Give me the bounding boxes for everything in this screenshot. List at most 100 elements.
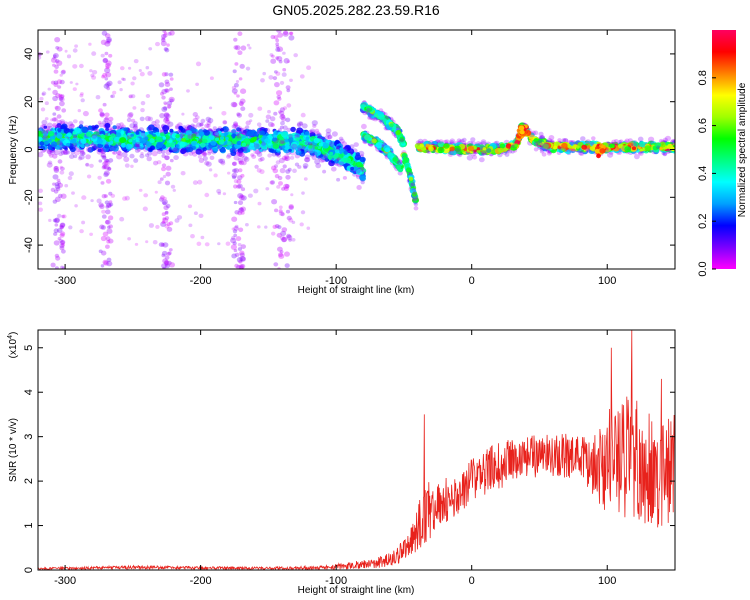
spectrogram-cell — [236, 112, 241, 117]
spectrogram-cell — [102, 102, 107, 107]
spectrogram-cell — [297, 147, 303, 152]
spectrogram-cell — [238, 77, 243, 81]
spectrogram-cell — [59, 170, 65, 175]
spectrogram-cell — [281, 145, 286, 149]
spectrogram-cell — [329, 151, 334, 156]
spectrogram-cell — [222, 192, 227, 196]
spectrogram-cell — [200, 235, 205, 240]
spectrogram-cell — [209, 155, 215, 160]
spectrogram-cell — [148, 47, 153, 51]
spectrogram-cell — [107, 225, 111, 229]
spectrogram-cell — [225, 145, 230, 150]
spectrogram-cell — [100, 225, 106, 230]
spectrogram-cell — [267, 109, 271, 114]
spectrogram-cell — [163, 112, 170, 119]
spectrogram-cell — [127, 113, 133, 119]
spectrogram-cell — [53, 189, 59, 194]
spectrogram-cell — [102, 155, 107, 159]
spectrogram-cell — [231, 175, 237, 180]
spectrogram-cell — [208, 168, 213, 172]
spectrogram-cell — [80, 98, 85, 103]
spectrogram-cell — [80, 92, 84, 96]
spectrogram-cell — [232, 161, 237, 166]
spectrogram-cell — [48, 130, 55, 137]
spectrogram-cell — [284, 155, 291, 162]
spectrogram-cell — [278, 60, 283, 64]
spectrogram-cell — [101, 74, 105, 79]
spectrogram-cell — [359, 167, 365, 172]
spectrogram-cell — [271, 54, 275, 58]
spectrogram-cell — [140, 151, 144, 155]
spectrogram-cell — [48, 152, 52, 156]
spectrogram-cell — [295, 137, 300, 142]
spectrogram-cell — [44, 117, 49, 121]
spectrogram-cell — [283, 106, 287, 110]
spectrogram-cell — [54, 184, 61, 190]
spectrogram-cell — [220, 147, 226, 153]
spectrogram-cell — [240, 88, 247, 94]
spectrogram-cell — [206, 120, 212, 126]
spectrogram-cell — [140, 101, 146, 106]
spectrogram-cell — [315, 163, 322, 169]
spectrogram-cell — [265, 119, 270, 123]
spectrogram-cell — [237, 247, 242, 251]
spectrogram-cell — [104, 67, 111, 74]
spectrogram-cell — [132, 125, 138, 131]
spectrogram-cell — [138, 188, 143, 192]
spectrogram-cell — [256, 168, 262, 173]
spectrogram-cell — [280, 212, 285, 217]
spectrogram-cell — [128, 66, 132, 70]
spectrogram-cell — [359, 156, 366, 163]
spectrogram-marks — [38, 30, 675, 269]
spectrogram-cell — [246, 43, 250, 47]
spectrogram-cell — [98, 249, 103, 254]
spectrogram-cell — [101, 250, 107, 256]
spectrogram-cell — [112, 125, 117, 130]
spectrogram-cell — [99, 204, 105, 210]
spectrogram-cell — [335, 149, 340, 154]
spectrogram-cell — [215, 137, 220, 142]
spectrogram-cell — [110, 146, 116, 151]
spectrogram-cell — [154, 190, 158, 194]
spectrogram-cell — [247, 130, 255, 137]
spectrogram-cell — [387, 152, 394, 159]
spectrogram-cell — [52, 56, 56, 60]
spectrogram-cell — [46, 122, 53, 128]
spectrogram-cell — [69, 81, 73, 84]
spectrogram-cell — [86, 131, 92, 137]
spectrogram-cell — [413, 202, 419, 207]
spectrogram-cell — [105, 219, 111, 225]
spectrogram-cell — [238, 227, 244, 233]
spectrogram-cell — [82, 110, 89, 117]
spectrogram-cell — [286, 60, 290, 64]
spectrogram-cell — [270, 123, 275, 127]
spectrogram-cell — [52, 153, 58, 159]
spectrogram-cell — [98, 159, 103, 163]
spectrogram-cell — [102, 58, 108, 64]
spectrogram-cell — [160, 91, 164, 96]
spectrogram-cell — [219, 158, 226, 164]
spectrogram-cell — [303, 165, 308, 170]
spectrogram-cell — [53, 80, 59, 85]
spectrogram-cell — [120, 143, 126, 148]
spectrogram-cell — [50, 80, 56, 85]
spectrogram-cell — [161, 263, 167, 269]
spectrogram-cell — [106, 40, 110, 44]
spectrogram-cell — [162, 174, 167, 179]
spectrogram-cell — [191, 124, 197, 130]
spectrogram-cell — [96, 198, 102, 204]
spectrogram-cell — [298, 121, 304, 126]
spectrogram-cell — [231, 253, 237, 259]
spectrogram-cell — [291, 220, 296, 224]
spectrogram-cell — [133, 123, 138, 128]
spectrogram-cell — [312, 124, 317, 128]
spectrogram-cell — [54, 37, 61, 43]
spectrogram-cell — [107, 215, 114, 221]
spectrogram-cell — [69, 154, 75, 160]
spectrogram-cell — [173, 155, 179, 161]
spectrogram-cell — [59, 119, 66, 125]
spectrogram-cell — [46, 149, 52, 155]
spectrogram-cell — [228, 136, 233, 140]
spectrogram-cell — [280, 114, 285, 118]
spectrogram-cell — [356, 185, 362, 190]
